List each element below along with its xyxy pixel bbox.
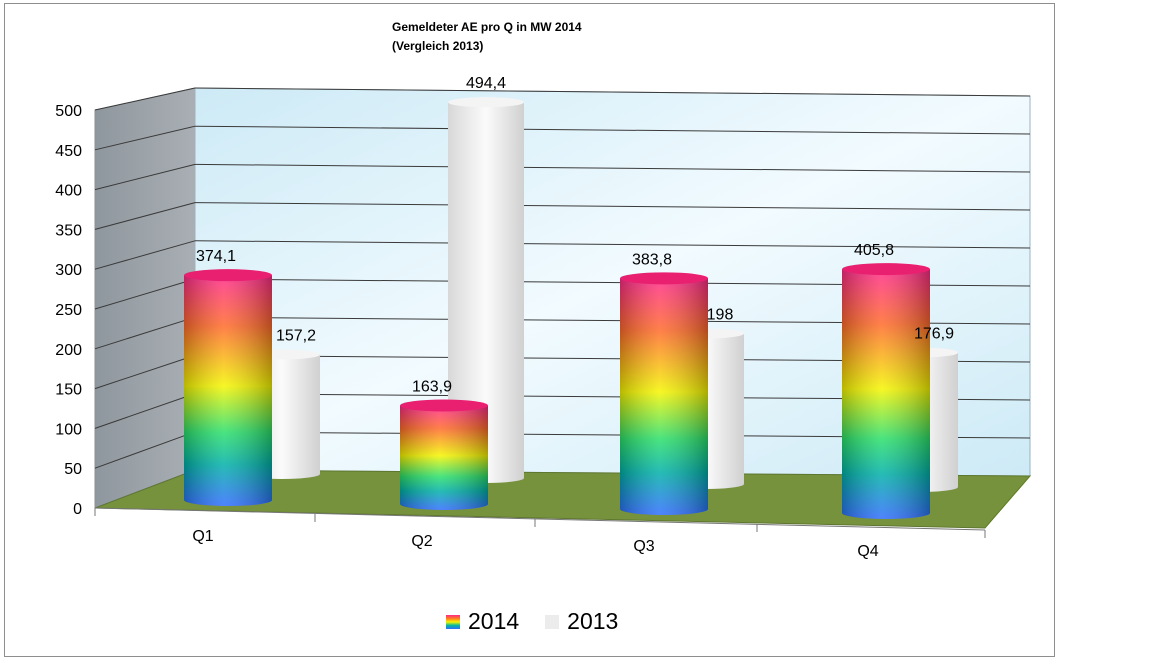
gridline: [194, 163, 1031, 173]
bar-2014-Q4-top: [842, 263, 930, 276]
gridline: [194, 202, 1031, 211]
y-tick-label: 50: [64, 461, 82, 478]
bar-2014-Q3-top: [620, 272, 708, 285]
y-tick-label: 450: [55, 143, 82, 160]
y-tick-label: 400: [55, 183, 82, 200]
data-label-2014: 405,8: [854, 242, 894, 259]
y-tick-label: 300: [55, 262, 82, 279]
legend-swatch-2014: [446, 614, 460, 629]
x-tick-label: Q2: [411, 533, 432, 550]
y-tick-label: 150: [55, 382, 82, 399]
gridline-side: [94, 163, 196, 191]
gridline-side: [94, 354, 196, 390]
gridline: [194, 87, 1031, 97]
data-label-2014: 383,8: [632, 251, 672, 268]
gridline-side: [94, 87, 196, 111]
y-tick-label: 500: [55, 103, 82, 120]
bar-2014-Q2-top: [400, 399, 488, 412]
bar-2013-Q2[interactable]: [448, 97, 524, 484]
gridline-side: [94, 240, 196, 270]
y-tick-label: 100: [55, 421, 82, 438]
gridline-side: [94, 316, 196, 350]
x-tick-label: Q3: [633, 538, 654, 555]
chart-title: Gemeldeter AE pro Q in MW 2014 (Vergleic…: [392, 20, 582, 53]
data-label-2014: 163,9: [412, 378, 452, 395]
bar-2014-Q1-shade: [184, 275, 272, 506]
y-tick-label: 250: [55, 302, 82, 319]
legend-item-2014[interactable]: 2014: [446, 608, 519, 635]
data-label-2014: 374,1: [196, 248, 236, 265]
bar-2014-Q2[interactable]: [400, 399, 488, 510]
bar-2014-Q1-top: [184, 269, 272, 282]
data-label-2013: 157,2: [276, 327, 316, 344]
y-tick-label: 0: [73, 501, 82, 518]
data-label-2013: 198: [707, 306, 734, 323]
data-label-2013: 494,4: [466, 75, 506, 92]
side-wall: [94, 87, 196, 509]
gridline-side: [94, 278, 196, 310]
gridline-side: [94, 202, 196, 230]
bar-2013-Q2-top: [448, 97, 524, 108]
legend-label-2014: 2014: [468, 608, 520, 634]
gridline: [194, 125, 1031, 135]
bar-2014-Q4[interactable]: [842, 263, 930, 519]
gridline-side: [94, 125, 196, 151]
gridline-side: [94, 393, 196, 429]
y-tick-label: 350: [55, 222, 82, 239]
legend: 2014 2013: [446, 608, 618, 635]
x-tick-label: Q4: [857, 543, 878, 560]
x-axis: [94, 507, 986, 531]
legend-swatch-2013: [545, 614, 560, 629]
floor: [94, 469, 1032, 529]
legend-item-2013[interactable]: 2013: [545, 608, 618, 635]
data-label-2013: 176,9: [914, 326, 954, 343]
bar-2014-Q2-shade: [400, 405, 488, 510]
y-tick-label: 200: [55, 342, 82, 359]
bar-2014-Q1[interactable]: [184, 269, 272, 506]
gridline-side: [94, 431, 196, 469]
bar-2013-Q2-body: [448, 102, 524, 484]
gridline: [194, 240, 1031, 249]
x-tick-label: Q1: [192, 528, 213, 545]
legend-label-2013: 2013: [567, 608, 619, 634]
bar-2014-Q3-shade: [620, 278, 708, 515]
bar-2014-Q4-shade: [842, 269, 930, 519]
bar-2014-Q3[interactable]: [620, 272, 708, 515]
